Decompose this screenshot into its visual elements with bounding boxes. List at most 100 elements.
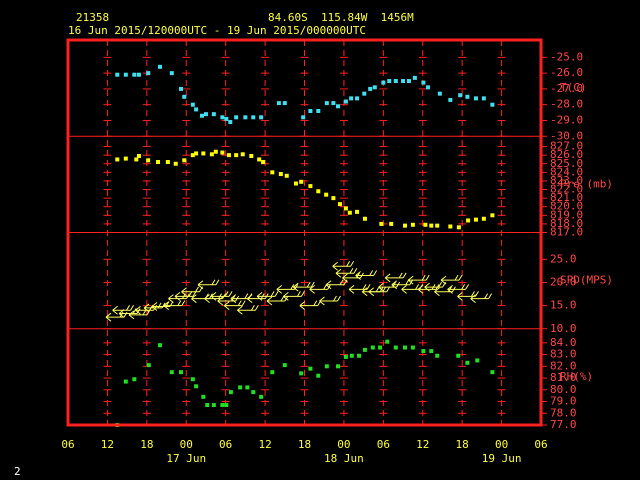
barb-shape [378, 281, 401, 292]
point [343, 206, 348, 211]
wind-barb [368, 286, 391, 297]
wind-barb [151, 301, 174, 311]
point [456, 225, 461, 230]
barb-shape [174, 291, 197, 301]
point [357, 353, 362, 358]
point [238, 385, 243, 390]
barb-shape [163, 300, 186, 311]
y-tick-label: 79.0 [550, 395, 577, 408]
point [349, 96, 354, 101]
y-tick-label: 15.0 [550, 299, 577, 312]
y-tick-label: 827.0 [550, 140, 583, 153]
barb-shape [332, 261, 355, 271]
point [355, 96, 360, 101]
barb-shape [197, 279, 220, 290]
point [362, 216, 367, 221]
point [324, 364, 329, 369]
barb-shape [135, 304, 157, 315]
barb-shape [335, 267, 358, 278]
point [435, 223, 440, 228]
point [299, 179, 304, 184]
point [490, 370, 495, 375]
y-axis-label: T(C) [560, 81, 587, 94]
point [270, 370, 275, 375]
barb-shape [384, 272, 407, 283]
y-tick-label: 80.0 [550, 383, 577, 396]
y-axis-label: SPD(MPS) [560, 274, 613, 287]
point [132, 72, 137, 77]
barb-shape [105, 311, 128, 322]
point [299, 371, 304, 376]
wind-barb [118, 308, 141, 318]
point [123, 72, 128, 77]
point [429, 349, 434, 354]
barb-shape [401, 284, 424, 294]
y-tick-label: 822.0 [550, 183, 583, 196]
point [165, 160, 170, 165]
point [370, 345, 375, 350]
wind-barb [128, 309, 151, 320]
point [224, 116, 229, 121]
wind-barb [237, 304, 259, 315]
point [194, 151, 199, 156]
barb-shape [223, 300, 246, 311]
point [393, 79, 398, 84]
point [169, 71, 174, 76]
x-tick-label: 06 [377, 438, 390, 451]
point [173, 161, 178, 166]
point [240, 152, 245, 157]
point [157, 343, 162, 348]
point [410, 222, 415, 227]
point [466, 218, 471, 223]
point [169, 370, 174, 375]
wind-barb [342, 272, 364, 283]
wind-barb [266, 295, 289, 306]
point [349, 353, 354, 358]
point [284, 173, 289, 178]
point [381, 80, 386, 85]
point [259, 394, 264, 399]
point [378, 345, 383, 350]
barb-shape [230, 293, 253, 304]
point [115, 157, 120, 162]
y-tick-label: -28.0 [550, 98, 583, 111]
wind-barb [319, 295, 341, 306]
barb-shape [348, 284, 371, 294]
point [368, 86, 373, 91]
point [393, 345, 398, 350]
barb-shape [237, 304, 259, 315]
barb-shape [470, 293, 493, 304]
day-label: 17 Jun [166, 452, 206, 465]
y-tick-label: 84.0 [550, 336, 577, 349]
point [251, 115, 256, 120]
wind-barb [457, 291, 479, 301]
point [123, 156, 128, 161]
point [401, 79, 406, 84]
point [213, 149, 218, 154]
point [355, 209, 360, 214]
point [412, 75, 417, 80]
y-tick-label: 20.0 [550, 275, 577, 288]
barb-shape [368, 286, 391, 297]
point [220, 150, 225, 155]
y-tick-label: 77.0 [550, 418, 577, 431]
point [270, 170, 275, 175]
point [234, 153, 239, 158]
barb-shape [309, 284, 332, 294]
point [336, 104, 341, 109]
barb-shape [118, 308, 141, 318]
point [437, 91, 442, 96]
y-tick-label: 825.0 [550, 157, 583, 170]
point [293, 181, 298, 186]
point [362, 347, 367, 352]
day-label: 18 Jun [324, 452, 364, 465]
barb-shape [283, 291, 305, 301]
barb-shape [181, 286, 203, 297]
point [308, 366, 313, 371]
point [389, 221, 394, 226]
point [134, 157, 139, 162]
y-tick-label: 817.0 [550, 226, 583, 239]
point [481, 96, 486, 101]
point [136, 72, 141, 77]
point [190, 102, 195, 107]
